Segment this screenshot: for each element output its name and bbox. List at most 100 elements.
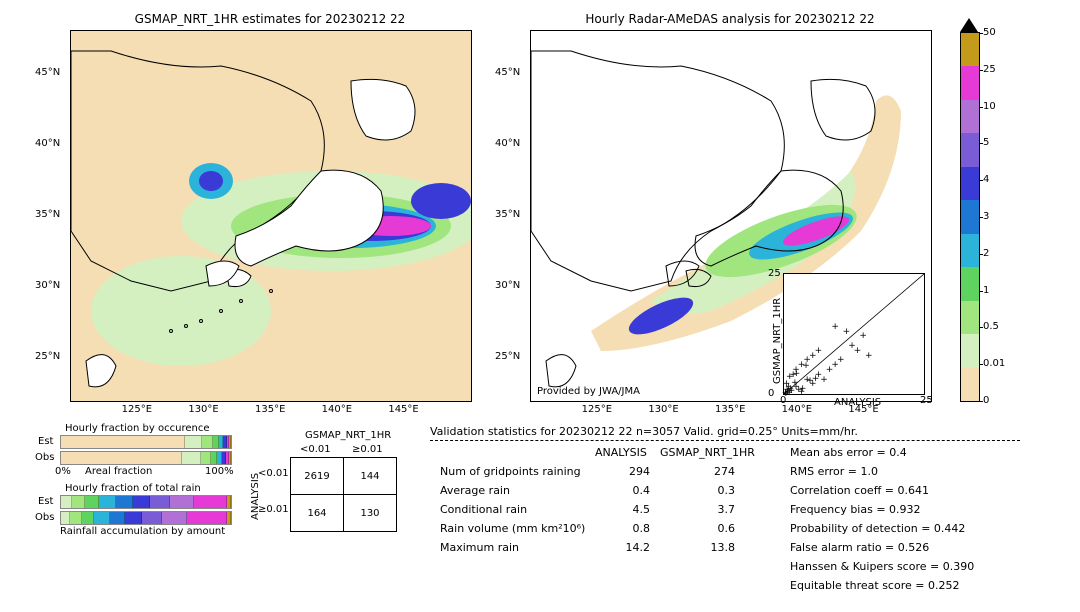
xtick: 135°E [715,404,745,415]
ct-cell-11: 130 [344,495,397,532]
validation-row-labels: Num of gridpoints rainingAverage rainCon… [440,462,585,557]
ytick: 45°N [35,67,60,78]
scatter-inset: ++++++++++++++++++++++++++++++++++++++AN… [783,273,925,395]
val-score: Probability of detection = 0.442 [790,519,974,538]
val-row-a: 0.8 [610,519,650,538]
colorbar: 00.010.512345102550 [960,32,980,402]
colorbar-tick: 10 [983,101,1013,112]
totalrain-footer: Rainfall accumulation by amount [60,526,225,537]
validation-col-a: 2940.44.50.814.2 [610,462,650,557]
scatter-point: + [799,386,807,392]
xtick: 140°E [782,404,812,415]
xtick: 145°E [388,404,418,415]
validation-divider [430,440,1020,441]
tr-row-obs: Obs [35,512,54,523]
val-row-a: 4.5 [610,500,650,519]
ct-cell-00: 2619 [291,458,344,495]
ytick: 30°N [35,280,60,291]
scatter-point: + [802,363,810,369]
ytick: 40°N [495,138,520,149]
ytick: 30°N [495,280,520,291]
right-map-title: Hourly Radar-AMeDAS analysis for 2023021… [530,12,930,26]
xtick: 145°E [848,404,878,415]
colorbar-tick: 2 [983,248,1013,259]
scatter-point: + [843,329,851,335]
ct-col-1: ≥0.01 [352,444,383,455]
val-row-label: Maximum rain [440,538,585,557]
left-map-coast [71,31,471,401]
colorbar-tick: 50 [983,27,1013,38]
xtick: 130°E [648,404,678,415]
occurrence-title: Hourly fraction by occurence [65,423,209,434]
colorbar-tick: 1 [983,285,1013,296]
right-map: Provided by JWA/JMA ++++++++++++++++++++… [530,30,932,402]
occ-xtick-0: 0% [55,466,71,477]
scatter-point: + [854,348,862,354]
scatter-point: + [815,348,823,354]
scatter-point: + [831,324,839,330]
val-score: RMS error = 1.0 [790,462,974,481]
val-score: Equitable threat score = 0.252 [790,576,974,595]
val-row-a: 0.4 [610,481,650,500]
ytick: 25°N [495,351,520,362]
val-row-label: Rain volume (mm km²10⁶) [440,519,585,538]
xtick: 135°E [255,404,285,415]
val-row-a: 294 [610,462,650,481]
xtick: 140°E [322,404,352,415]
colorbar-tick: 4 [983,174,1013,185]
scatter-point: + [812,376,820,382]
scatter-point: + [865,353,873,359]
scatter-point: + [820,377,828,383]
val-row-b: 274 [695,462,735,481]
ct-cell-01: 144 [344,458,397,495]
occ-xaxis: Areal fraction [85,466,152,477]
val-score: Mean abs error = 0.4 [790,443,974,462]
ytick: 35°N [495,209,520,220]
validation-col-b: 2740.33.70.613.8 [695,462,735,557]
ytick: 45°N [495,67,520,78]
scatter-ytick: 0 [768,388,774,399]
ytick: 25°N [35,351,60,362]
val-row-b: 0.3 [695,481,735,500]
ytick: 35°N [35,209,60,220]
ct-col-header: GSMAP_NRT_1HR [305,430,391,441]
ytick: 40°N [35,138,60,149]
colorbar-tick: 5 [983,137,1013,148]
colorbar-tick: 3 [983,211,1013,222]
colorbar-tick: 25 [983,64,1013,75]
ct-row-0: <0.01 [258,468,289,479]
occ-row-est: Est [38,436,53,447]
validation-scores: Mean abs error = 0.4RMS error = 1.0Corre… [790,443,974,595]
val-score: Correlation coeff = 0.641 [790,481,974,500]
ct-cell-10: 164 [291,495,344,532]
colorbar-tick: 0.5 [983,321,1013,332]
totalrain-title: Hourly fraction of total rain [65,483,201,494]
colorbar-tick: 0.01 [983,358,1013,369]
xtick: 125°E [582,404,612,415]
ct-col-0: <0.01 [300,444,331,455]
totalrain-bar-obs [60,511,232,525]
xtick: 125°E [122,404,152,415]
val-row-label: Average rain [440,481,585,500]
val-row-b: 13.8 [695,538,735,557]
val-colhead-b: GSMAP_NRT_1HR [660,443,755,462]
occ-xtick-1: 100% [205,466,234,477]
val-row-b: 0.6 [695,519,735,538]
val-score: False alarm ratio = 0.526 [790,538,974,557]
ct-row-1: ≥0.01 [258,504,289,515]
scatter-point: + [837,357,845,363]
occurrence-bar-est [60,435,232,449]
contingency-table: 2619144 164130 [290,457,397,532]
occ-row-obs: Obs [35,452,54,463]
scatter-point: + [859,333,867,339]
val-score: Hanssen & Kuipers score = 0.390 [790,557,974,576]
colorbar-arrow [960,18,978,32]
left-map-title: GSMAP_NRT_1HR estimates for 20230212 22 [70,12,470,26]
scatter-ylabel: GSMAP_NRT_1HR [772,298,783,384]
map-attribution: Provided by JWA/JMA [537,386,640,397]
validation-header: Validation statistics for 20230212 22 n=… [430,425,858,438]
xtick: 130°E [188,404,218,415]
val-score: Frequency bias = 0.932 [790,500,974,519]
colorbar-tick: 0 [983,395,1013,406]
val-colhead-a: ANALYSIS [595,443,647,462]
